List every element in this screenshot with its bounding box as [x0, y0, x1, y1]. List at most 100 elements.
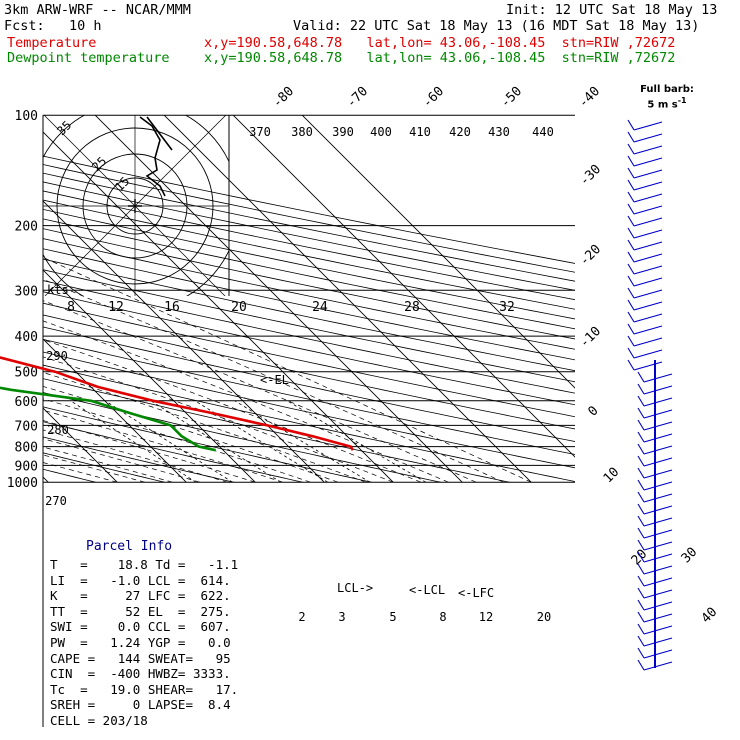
wind-barb-flag — [627, 167, 635, 179]
wind-barb — [643, 601, 673, 611]
isotherm-label: -20 — [577, 242, 604, 269]
wind-barb-flag — [627, 347, 635, 359]
wind-barb-flag — [637, 455, 645, 467]
wind-barb — [633, 229, 663, 239]
hodograph-spoke — [43, 115, 136, 207]
wind-barb-flag — [637, 635, 645, 647]
wind-barb — [643, 637, 673, 647]
hodograph-spoke — [134, 205, 226, 296]
dry-adiabat-line — [43, 199, 575, 310]
parcel-info-row: CELL = 203/18 — [50, 713, 148, 728]
dry-adiabat-line — [43, 218, 575, 330]
isotherm-line — [43, 338, 187, 483]
pressure-tick-label: 200 — [15, 220, 38, 235]
isobar-lines — [42, 114, 575, 727]
hodograph-ring-label: 25 — [89, 154, 109, 174]
isotherm-label: 0 — [585, 403, 601, 419]
dewpoint-legend: Dewpoint temperature — [7, 50, 170, 66]
theta-label: 370 — [249, 125, 271, 139]
moist-adiabat-line — [43, 429, 228, 483]
theta-label: 380 — [291, 125, 313, 139]
dry-adiabat-line — [43, 238, 575, 350]
dry-adiabat-line — [43, 436, 234, 483]
pressure-tick-label: 600 — [15, 395, 38, 410]
wind-barb — [643, 649, 673, 659]
pressure-tick-label: 1000 — [7, 476, 38, 491]
wind-barb — [633, 361, 663, 371]
wind-barb — [643, 421, 673, 431]
parcel-info-row: K = 27 LFC = 622. — [50, 588, 231, 604]
wind-barb — [643, 661, 673, 671]
wind-barbs — [627, 119, 673, 671]
mixing-ratio-label: 12 — [479, 610, 493, 624]
wind-barb-flag — [627, 143, 635, 155]
barb-legend-units: 5 m s-1 — [647, 96, 687, 111]
mixing-ratio-label: 20 — [537, 610, 551, 624]
wind-barb-flag — [627, 239, 635, 251]
dry-adiabat-line — [43, 351, 575, 469]
pressure-tick-label: 300 — [15, 284, 38, 299]
isotherm-label: 40 — [699, 605, 721, 627]
wind-barb-flag — [627, 299, 635, 311]
wind-barb-flag — [637, 407, 645, 419]
wind-barb — [633, 313, 663, 323]
wind-barb-flag — [627, 287, 635, 299]
isotherm-label: -30 — [577, 162, 604, 189]
dry-adiabat-line — [43, 406, 372, 483]
mixing-ratio-line — [286, 400, 426, 483]
parcel-level-annotation: <-EL — [260, 373, 289, 387]
dry-adiabat-label: 290 — [46, 349, 68, 363]
wind-barb — [643, 433, 673, 443]
mixing-ratio-label: 5 — [389, 610, 396, 624]
valid-time: Valid: 22 UTC Sat 18 May 13 (16 MDT Sat … — [293, 18, 700, 34]
wind-barb — [643, 373, 673, 383]
isotherm-label: -10 — [577, 324, 604, 351]
isotherm-label: -60 — [420, 84, 447, 111]
wind-barb — [633, 325, 663, 335]
dry-adiabat-line — [43, 392, 441, 483]
wind-barb-flag — [627, 311, 635, 323]
wind-barb-flag — [637, 587, 645, 599]
dry-adiabat-label: 280 — [47, 423, 69, 437]
isotherm-line — [43, 131, 394, 483]
hodograph-spoke — [44, 205, 136, 296]
parcel-info-row: SREH = 0 LAPSE= 8.4 — [50, 697, 231, 713]
wind-barb-flag — [637, 527, 645, 539]
wind-barb-flag — [637, 491, 645, 503]
temperature-location: x,y=190.58,648.78 lat,lon= 43.06,-108.45… — [204, 35, 676, 51]
wind-barb-flag — [627, 179, 635, 191]
wind-barb — [643, 541, 673, 551]
dry-adiabat-line — [43, 452, 165, 483]
wind-barb-flag — [637, 623, 645, 635]
wind-barb — [643, 613, 673, 623]
mixing-ratio-label: 2 — [298, 610, 305, 624]
dewpoint-location: x,y=190.58,648.78 lat,lon= 43.06,-108.45… — [204, 50, 676, 66]
isotherm-label: -50 — [498, 84, 525, 111]
wind-barb — [633, 217, 663, 227]
isotherm-line — [232, 115, 575, 458]
isotherm-line — [301, 115, 575, 389]
wind-barb — [643, 445, 673, 455]
isotherm-line — [94, 115, 463, 483]
wind-barb-flag — [637, 431, 645, 443]
wind-barb-flag — [637, 599, 645, 611]
dry-adiabat-line — [43, 172, 575, 282]
dry-adiabat-line — [43, 248, 575, 361]
wind-barb — [633, 169, 663, 179]
dry-adiabat-lines — [43, 155, 575, 483]
wind-barb — [643, 481, 673, 491]
model-title: 3km ARW-WRF -- NCAR/MMM — [4, 2, 191, 18]
wind-barb — [643, 577, 673, 587]
wind-barb-flag — [637, 551, 645, 563]
wind-barb — [643, 469, 673, 479]
parcel-info-row: CAPE = 144 SWEAT= 95 — [50, 650, 231, 666]
pressure-tick-label: 400 — [15, 330, 38, 345]
isotherm-label: -80 — [270, 84, 297, 111]
parcel-info-panel: Parcel Info T = 18.8 Td = -1.1 LI = -1.0 … — [44, 536, 238, 728]
pressure-tick-label: 800 — [15, 441, 38, 456]
wind-barb-flag — [627, 335, 635, 347]
hodograph-axis-label: 12 — [108, 300, 124, 315]
wind-barb — [643, 517, 673, 527]
mixing-ratio-label: 8 — [439, 610, 446, 624]
